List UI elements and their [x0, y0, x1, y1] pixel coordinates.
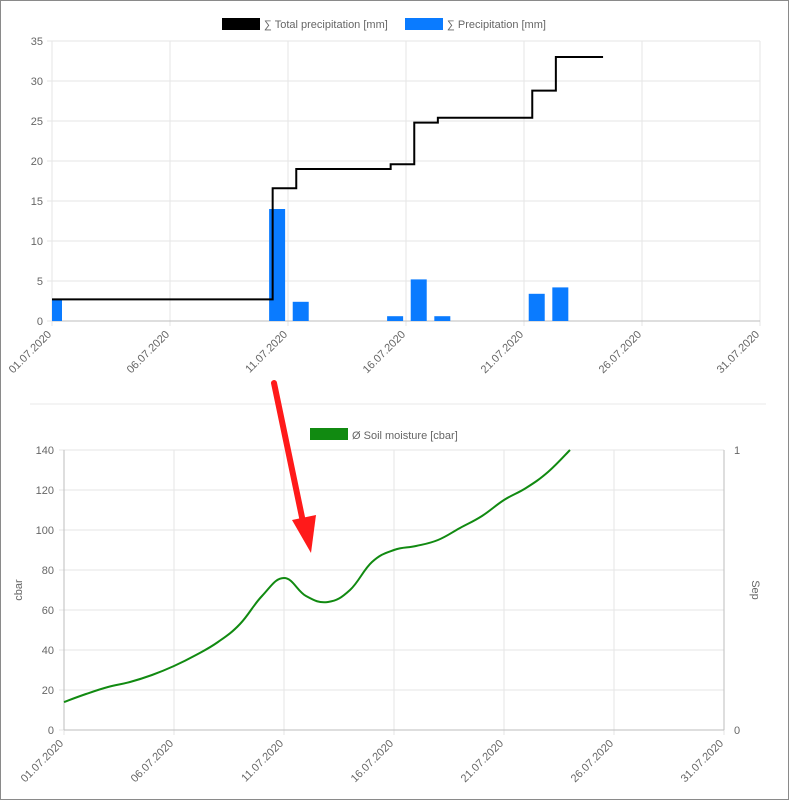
x-tick-label: 06.07.2020: [129, 738, 176, 785]
soil-moisture-y-ticks: 0 20 40 60 80 100 120 140: [36, 445, 54, 737]
legend-label-total-precipitation: ∑ Total precipitation [mm]: [264, 19, 388, 31]
legend-label-precipitation: ∑ Precipitation [mm]: [447, 19, 546, 31]
x-tick-label: 26.07.2020: [569, 738, 616, 785]
x-tick-label: 06.07.2020: [125, 329, 172, 376]
legend-swatch-soil-moisture: [310, 428, 348, 440]
y-tick-label: 40: [42, 645, 54, 657]
y-tick-label: 20: [31, 156, 43, 168]
precipitation-bar: [387, 316, 404, 321]
soil-moisture-x-ticks: 01.07.2020 06.07.2020 11.07.2020 16.07.2020…: [19, 738, 726, 785]
y-axis-title: cbar: [13, 579, 25, 601]
x-tick-label: 11.07.2020: [243, 329, 290, 376]
arrow-head: [292, 515, 316, 553]
y-tick-label: 5: [37, 276, 43, 288]
y-tick-label: 35: [31, 36, 43, 48]
x-tick-label: 26.07.2020: [597, 329, 644, 376]
soil-moisture-legend[interactable]: Ø Soil moisture [cbar]: [310, 428, 458, 442]
precipitation-bar: [269, 209, 286, 321]
y-tick-label: 100: [36, 525, 54, 537]
soil-moisture-y2-ticks: 01: [734, 445, 740, 737]
y-tick-label: 0: [37, 316, 43, 328]
y-tick-label: 30: [31, 76, 43, 88]
y-tick-label: 140: [36, 445, 54, 457]
precipitation-x-ticks: 01.07.2020 06.07.2020 11.07.2020 16.07.2020…: [7, 329, 762, 376]
legend-swatch-precipitation: [405, 18, 443, 30]
y-tick-label: 10: [31, 236, 43, 248]
x-tick-label: 01.07.2020: [7, 329, 54, 376]
precipitation-bar: [52, 299, 62, 321]
y2-axis-title: Sep: [749, 580, 761, 600]
x-tick-label: 16.07.2020: [349, 738, 396, 785]
y2-tick-label: 0: [734, 725, 740, 737]
x-tick-label: 01.07.2020: [19, 738, 66, 785]
x-tick-label: 21.07.2020: [479, 329, 526, 376]
soil-moisture-line: [63, 449, 571, 703]
y-tick-label: 80: [42, 565, 54, 577]
x-tick-label: 16.07.2020: [361, 329, 408, 376]
precipitation-legend[interactable]: ∑ Total precipitation [mm] ∑ Precipitati…: [222, 18, 546, 31]
precipitation-bars: [52, 209, 569, 321]
y-tick-label: 15: [31, 196, 43, 208]
arrow-shaft: [271, 380, 306, 525]
y-tick-label: 25: [31, 116, 43, 128]
precipitation-y-ticks: 0 5 10 15 20 25 30 35: [31, 36, 43, 328]
x-tick-label: 31.07.2020: [715, 329, 762, 376]
soil-moisture-grid: [59, 449, 725, 735]
y-tick-label: 0: [48, 725, 54, 737]
precipitation-bar: [410, 279, 427, 321]
legend-label-soil-moisture: Ø Soil moisture [cbar]: [352, 430, 458, 442]
annotation-arrow: [271, 380, 316, 553]
legend-swatch-total-precipitation: [222, 18, 260, 30]
y-tick-label: 120: [36, 485, 54, 497]
precipitation-bar: [528, 293, 545, 321]
precipitation-bar: [292, 301, 309, 321]
x-tick-label: 11.07.2020: [239, 738, 286, 785]
precipitation-chart: 0 5 10 15 20 25 30 35 01.07.2020 06.07.2020 11.07…: [7, 18, 762, 376]
x-tick-label: 21.07.2020: [459, 738, 506, 785]
total-precipitation-line: [52, 56, 604, 301]
y-tick-label: 20: [42, 685, 54, 697]
precipitation-grid: [47, 40, 761, 326]
y2-tick-label: 1: [734, 445, 740, 457]
precipitation-bar: [552, 287, 569, 321]
x-tick-label: 31.07.2020: [679, 738, 726, 785]
y-tick-label: 60: [42, 605, 54, 617]
precipitation-bar: [434, 316, 451, 321]
